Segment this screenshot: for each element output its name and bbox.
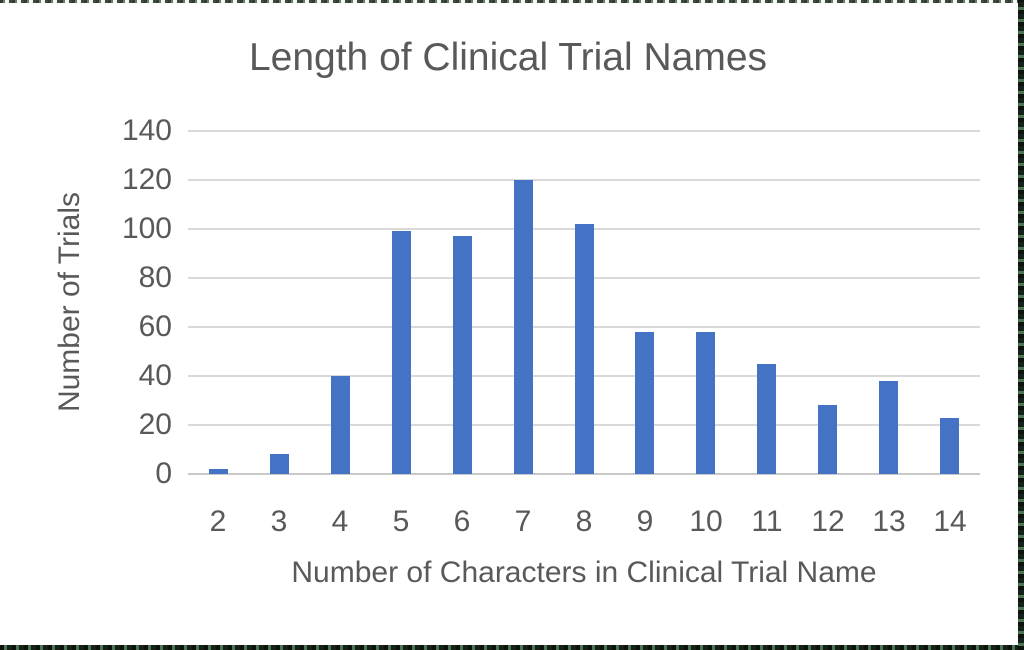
y-tick-label: 0 [155,457,172,490]
bar-8 [575,224,594,474]
x-tick-label: 3 [270,505,288,538]
x-tick-label: 5 [392,505,410,538]
x-tick-label: 9 [636,505,654,538]
frame-border-top [0,0,1024,3]
bar-2 [209,469,228,474]
bar-7 [514,180,533,474]
x-tick-label: 2 [209,505,227,538]
gridline [188,130,980,132]
y-tick-label: 40 [138,359,172,392]
bar-11 [757,364,776,474]
bar-4 [331,376,350,474]
y-tick-label: 140 [121,114,172,147]
frame-border-bottom [0,645,1024,650]
y-tick-label: 100 [121,212,172,245]
y-tick-label: 120 [121,163,172,196]
plot-area [188,130,980,475]
y-tick-label: 60 [138,310,172,343]
x-axis-line [188,473,980,475]
x-tick-label: 11 [751,505,783,538]
bar-5 [392,231,411,474]
x-tick-label: 12 [811,505,845,538]
bar-9 [635,332,654,474]
bar-13 [879,381,898,474]
x-axis-title: Number of Characters in Clinical Trial N… [291,556,877,589]
chart-title: Length of Clinical Trial Names [248,36,768,79]
x-tick-label: 13 [872,505,906,538]
x-tick-label: 4 [331,505,349,538]
y-tick-label: 80 [138,261,172,294]
bar-10 [696,332,715,474]
bar-12 [818,405,837,474]
bar-3 [270,454,289,474]
bar-6 [453,236,472,474]
bar-14 [940,418,959,474]
x-tick-label: 7 [514,505,532,538]
y-tick-label: 20 [138,408,172,441]
frame-border-right [1018,0,1024,650]
x-tick-label: 6 [453,505,471,538]
x-tick-label: 8 [575,505,593,538]
gridline [188,179,980,181]
x-tick-label: 10 [689,505,723,538]
x-tick-label: 14 [933,505,967,538]
